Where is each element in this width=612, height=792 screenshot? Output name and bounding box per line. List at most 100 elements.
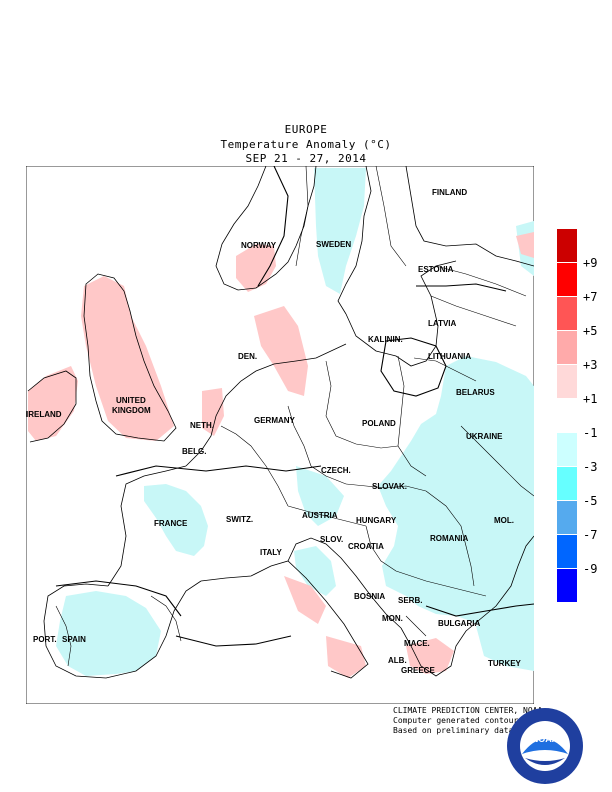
- coast-france-west: [107, 465, 187, 587]
- country-label-croatia: CROATIA: [348, 542, 384, 551]
- coast-baltic: [345, 260, 457, 367]
- country-label-kalinin: KALININ.: [368, 335, 403, 344]
- map-title: EUROPE: [284, 123, 328, 136]
- cool-region-belarus-north: [456, 361, 474, 384]
- coast-uk: [83, 273, 177, 442]
- map-date-range: SEP 21 - 27, 2014: [245, 152, 367, 165]
- cool-region-turkey: [476, 621, 534, 671]
- country-label-germany: GERMANY: [254, 416, 296, 425]
- cool-region-adriatic: [294, 546, 336, 596]
- country-label-turkey: TURKEY: [488, 659, 522, 668]
- cool-region-austria: [296, 466, 344, 526]
- country-label-sweden: SWEDEN: [316, 240, 351, 249]
- country-label-norway: NORWAY: [241, 241, 277, 250]
- legend-label: +9: [583, 256, 598, 270]
- credit-line-1: CLIMATE PREDICTION CENTER, NOAA: [393, 706, 543, 715]
- country-label-spain: SPAIN: [62, 635, 86, 644]
- coast-continent-north: [185, 343, 347, 467]
- coast-iberia: [43, 580, 202, 679]
- country-label-italy: ITALY: [260, 548, 282, 557]
- country-label-greece: GREECE: [401, 666, 435, 675]
- country-label-uk1: UNITED: [116, 396, 146, 405]
- legend-swatch: [557, 263, 577, 297]
- country-label-mol: MOL.: [494, 516, 514, 525]
- cool-region-sweden: [314, 168, 366, 294]
- country-label-slov: SLOV.: [320, 535, 343, 544]
- country-label-france: FRANCE: [154, 519, 188, 528]
- coastlines: [27, 166, 534, 679]
- legend-swatch: [557, 399, 577, 433]
- legend-label: -9: [583, 562, 598, 576]
- warm-region-east-sea: [516, 232, 534, 258]
- map-subtitle: Temperature Anomaly (°C): [220, 138, 392, 151]
- cool-region-france: [144, 484, 208, 556]
- legend-swatch: [557, 297, 577, 331]
- legend-swatch: [557, 535, 577, 569]
- country-label-alb: ALB.: [388, 656, 407, 665]
- credit-line-3: Based on preliminary data: [393, 726, 514, 735]
- legend-swatch: [557, 467, 577, 501]
- country-label-hungary: HUNGARY: [356, 516, 397, 525]
- credit-line-2: Computer generated contours: [393, 716, 524, 725]
- warm-region-germany-north: [254, 306, 308, 396]
- legend-label: +7: [583, 290, 598, 304]
- noaa-logo-text: NOAA: [532, 734, 559, 744]
- country-label-neth: NETH.: [190, 421, 214, 430]
- cool-region-east: [378, 356, 534, 666]
- coast-sweden-east: [337, 166, 372, 315]
- coast-med-north: [200, 560, 369, 679]
- warm-region-neth: [202, 388, 224, 436]
- country-label-ukraine: UKRAINE: [466, 432, 503, 441]
- noaa-logo-wave: [525, 758, 565, 765]
- legend-swatch: [557, 569, 577, 603]
- coast-norway: [215, 166, 317, 291]
- coast-adriatic: [287, 537, 402, 629]
- anomaly-shading: [28, 168, 534, 678]
- coast-greece: [400, 620, 479, 677]
- coast-ireland: [27, 370, 77, 443]
- country-label-slovak: SLOVAK.: [372, 482, 407, 491]
- legend-swatch: [557, 331, 577, 365]
- country-borders: [55, 166, 534, 667]
- country-label-belg: BELG.: [182, 447, 206, 456]
- legend-label: -5: [583, 494, 598, 508]
- country-label-mon: MON.: [382, 614, 403, 623]
- country-label-mace: MACE.: [404, 639, 430, 648]
- country-label-bulgaria: BULGARIA: [438, 619, 480, 628]
- country-label-ireland: IRELAND: [26, 410, 62, 419]
- country-label-switz: SWITZ.: [226, 515, 253, 524]
- country-label-latvia: LATVIA: [428, 319, 457, 328]
- coast-black-sea: [477, 535, 534, 622]
- legend-swatch: [557, 433, 577, 467]
- color-legend: [557, 229, 577, 603]
- country-label-port: PORT.: [33, 635, 57, 644]
- country-label-czech: CZECH.: [321, 466, 351, 475]
- cool-region-iberia: [56, 591, 161, 676]
- warm-region-uk: [81, 276, 174, 441]
- legend-swatch: [557, 229, 577, 263]
- country-labels: FINLAND NORWAY SWEDEN ESTONIA LATVIA DEN. KALI…: [26, 188, 522, 675]
- country-label-bosnia: BOSNIA: [354, 592, 385, 601]
- coast-finland: [405, 166, 534, 267]
- warm-region-norway: [236, 244, 276, 292]
- legend-label: +1: [583, 392, 598, 406]
- noaa-logo: NOAA: [507, 708, 583, 784]
- warm-region-greece: [406, 638, 454, 674]
- legend-label: +3: [583, 358, 598, 372]
- warm-region-balkans: [284, 576, 326, 624]
- noaa-logo-bird: [522, 739, 568, 754]
- country-label-den: DEN.: [238, 352, 257, 361]
- country-label-belarus: BELARUS: [456, 388, 495, 397]
- legend-label: -3: [583, 460, 598, 474]
- country-label-serb: SERB.: [398, 596, 422, 605]
- country-label-lithuania: LITHUANIA: [428, 352, 471, 361]
- legend-label: +5: [583, 324, 598, 338]
- legend-swatch: [557, 365, 577, 399]
- country-label-romania: ROMANIA: [430, 534, 468, 543]
- country-label-austria: AUSTRIA: [302, 511, 338, 520]
- legend-label: -1: [583, 426, 598, 440]
- legend-label: -7: [583, 528, 598, 542]
- country-label-poland: POLAND: [362, 419, 396, 428]
- country-label-estonia: ESTONIA: [418, 265, 454, 274]
- legend-swatch: [557, 501, 577, 535]
